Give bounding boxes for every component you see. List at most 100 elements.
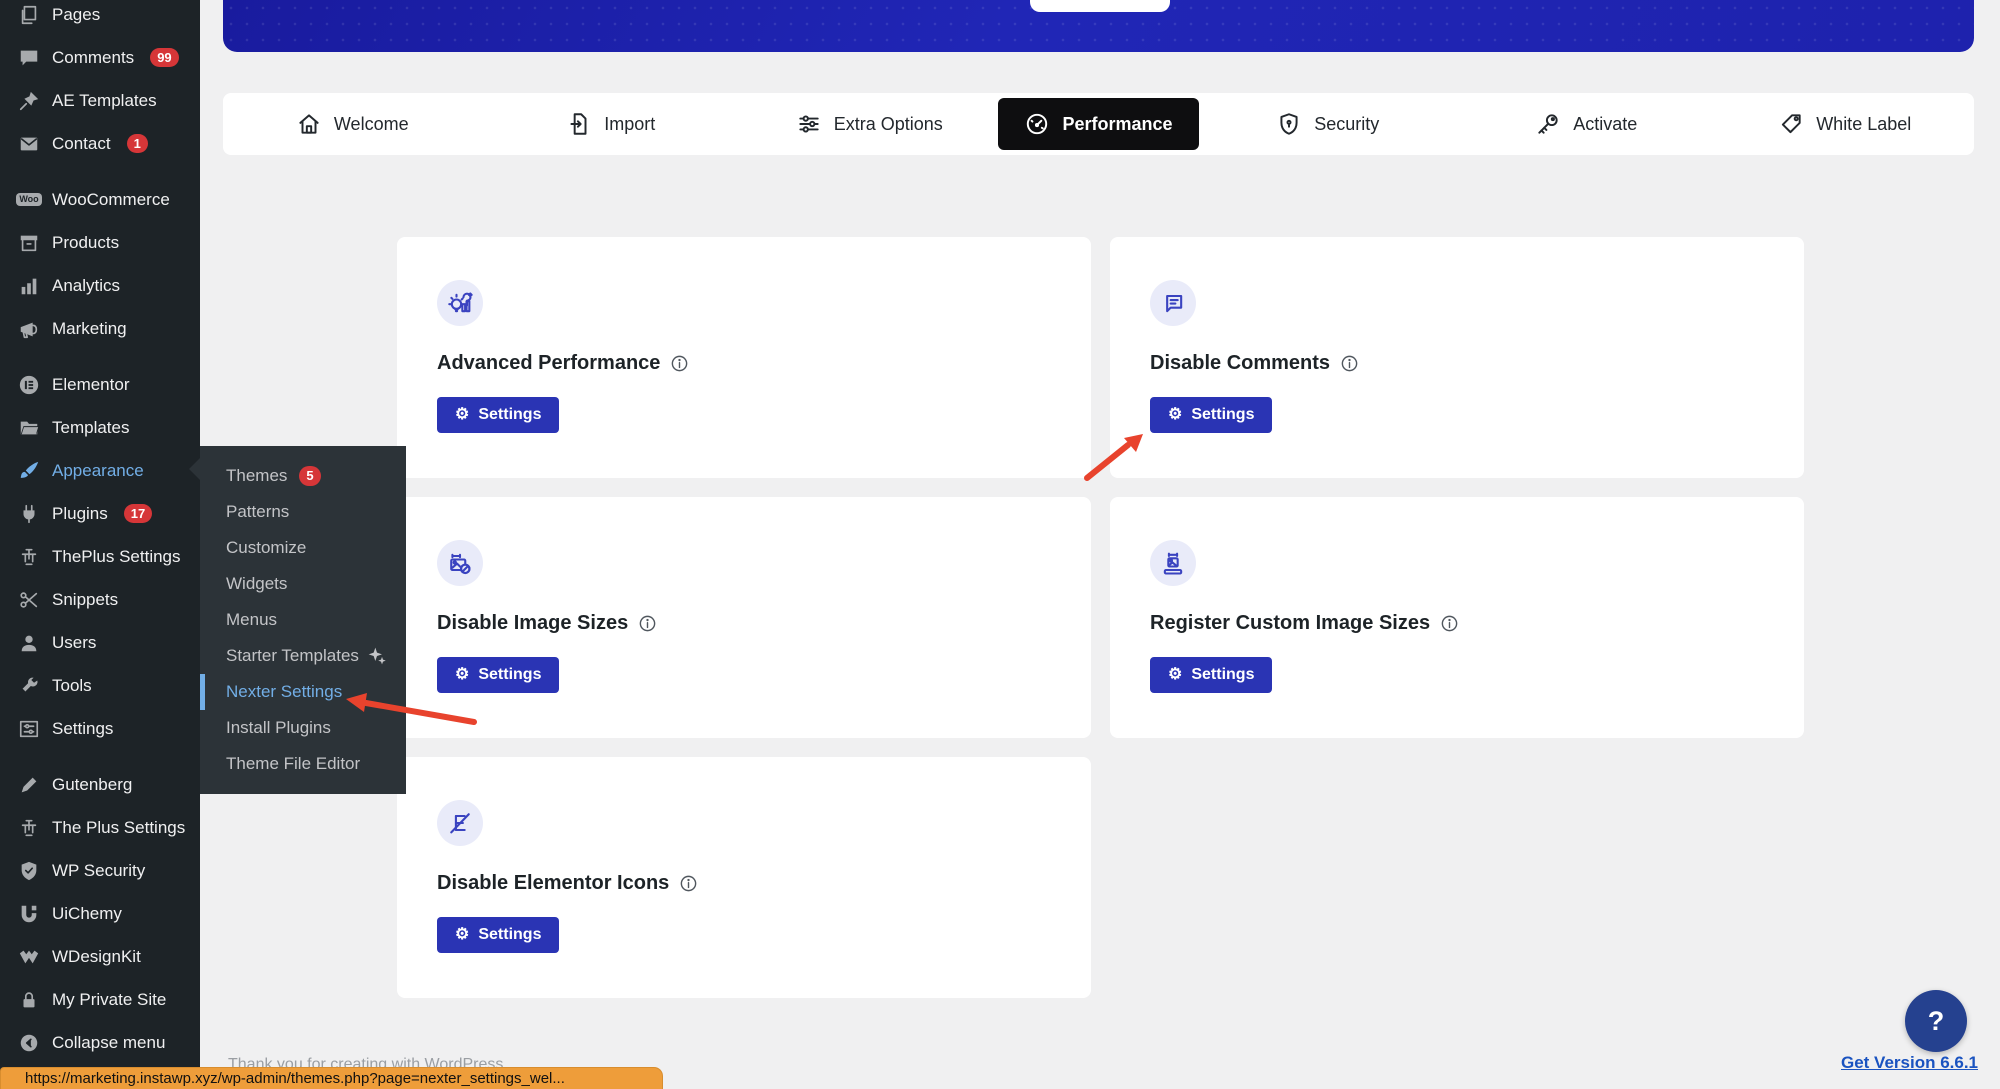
tab-label: Extra Options (833, 113, 943, 134)
settings-button[interactable]: ⚙ Settings (437, 657, 560, 693)
sidebar-item-my-private-site[interactable]: My Private Site (0, 978, 200, 1021)
sidebar-item-users[interactable]: Users (0, 621, 200, 664)
submenu-item-nexter-settings[interactable]: Nexter Settings (200, 674, 406, 710)
disable-elementor-icon (437, 800, 483, 846)
info-icon[interactable] (670, 354, 689, 373)
sidebar-item-appearance[interactable]: Appearance (0, 449, 200, 492)
tab-extra-options[interactable]: Extra Options (740, 111, 998, 137)
info-icon[interactable] (1440, 614, 1459, 633)
tab-white-label[interactable]: White Label (1715, 111, 1973, 137)
wrench-icon (18, 675, 40, 697)
sidebar-item-pages[interactable]: Pages (0, 0, 200, 36)
sidebar-item-ae-templates[interactable]: AE Templates (0, 79, 200, 122)
sidebar-item-label: Users (52, 632, 97, 652)
sparkles-icon (368, 647, 386, 665)
wdesignkit-icon (18, 946, 40, 968)
pages-icon (18, 4, 40, 26)
theplus-icon (18, 546, 40, 568)
sidebar-item-label: Appearance (52, 460, 144, 480)
tab-activate[interactable]: Activate (1457, 111, 1715, 137)
settings-button[interactable]: ⚙ Settings (1150, 657, 1273, 693)
card-disable-image-sizes: Disable Image Sizes ⚙ Settings (397, 497, 1091, 738)
gear-icon: ⚙ (455, 666, 470, 683)
sidebar-item-comments[interactable]: Comments 99 (0, 36, 200, 79)
theplus-alt-icon (18, 817, 40, 839)
submenu-item-label: Install Plugins (226, 718, 331, 737)
sidebar-item-contact[interactable]: Contact 1 (0, 122, 200, 165)
import-file-icon (566, 111, 592, 137)
sidebar-item-theplus-settings[interactable]: ThePlus Settings (0, 535, 200, 578)
sidebar-item-uichemy[interactable]: UiChemy (0, 892, 200, 935)
gear-icon: ⚙ (455, 406, 470, 423)
submenu-item-label: Nexter Settings (226, 682, 343, 701)
card-title: Advanced Performance (437, 352, 661, 374)
sidebar-item-marketing[interactable]: Marketing (0, 307, 200, 350)
sidebar-item-wdesignkit[interactable]: WDesignKit (0, 935, 200, 978)
admin-sidebar: Pages Comments 99 AE Templates Contact 1… (0, 0, 200, 1089)
megaphone-icon (18, 318, 40, 340)
sidebar-item-analytics[interactable]: Analytics (0, 264, 200, 307)
submenu-item-patterns[interactable]: Patterns (200, 494, 406, 530)
sidebar-item-label: Collapse menu (52, 1032, 166, 1052)
sidebar-item-collapse-menu[interactable]: Collapse menu (0, 1021, 200, 1064)
get-version-link[interactable]: Get Version 6.6.1 (1841, 1053, 1979, 1072)
sidebar-item-plugins[interactable]: Plugins 17 (0, 492, 200, 535)
card-disable-elementor-icons: Disable Elementor Icons ⚙ Settings (397, 757, 1091, 998)
sidebar-item-label: Elementor (52, 374, 130, 394)
submenu-item-label: Menus (226, 610, 278, 629)
submenu-item-widgets[interactable]: Widgets (200, 566, 406, 602)
header-banner (223, 0, 1974, 52)
info-icon[interactable] (1340, 354, 1359, 373)
tab-label: Performance (1062, 113, 1173, 134)
sidebar-item-snippets[interactable]: Snippets (0, 578, 200, 621)
sliders-icon (796, 111, 822, 137)
sidebar-item-woocommerce[interactable]: Woo WooCommerce (0, 178, 200, 221)
submenu-item-label: Themes (226, 466, 288, 485)
settings-button[interactable]: ⚙ Settings (1150, 397, 1273, 433)
plugin-icon (18, 503, 40, 525)
sidebar-item-products[interactable]: Products (0, 221, 200, 264)
submenu-item-theme-file-editor[interactable]: Theme File Editor (200, 746, 406, 782)
submenu-item-starter-templates[interactable]: Starter Templates (200, 638, 406, 674)
sidebar-item-wp-security[interactable]: WP Security (0, 849, 200, 892)
sidebar-item-gutenberg[interactable]: Gutenberg (0, 763, 200, 806)
settings-card-grid: Advanced Performance ⚙ Settings Disable … (397, 237, 1804, 998)
sidebar-item-templates[interactable]: Templates (0, 406, 200, 449)
help-question-button[interactable]: ? (1905, 990, 1967, 1052)
sidebar-item-the-plus-settings[interactable]: The Plus Settings (0, 806, 200, 849)
card-disable-comments: Disable Comments ⚙ Settings (1110, 237, 1804, 478)
info-icon[interactable] (679, 874, 698, 893)
card-register-custom-image-sizes: Register Custom Image Sizes ⚙ Settings (1110, 497, 1804, 738)
sidebar-item-label: WP Security (52, 860, 146, 880)
sidebar-item-settings[interactable]: Settings (0, 707, 200, 750)
sidebar-item-label: Snippets (52, 589, 119, 609)
sidebar-item-label: WDesignKit (52, 946, 141, 966)
sidebar-item-label: ThePlus Settings (52, 546, 181, 566)
sidebar-item-label: The Plus Settings (52, 817, 186, 837)
submenu-item-themes[interactable]: Themes 5 (200, 458, 406, 494)
sidebar-item-tools[interactable]: Tools (0, 664, 200, 707)
info-icon[interactable] (638, 614, 657, 633)
sidebar-item-elementor[interactable]: Elementor (0, 363, 200, 406)
submenu-item-label: Customize (226, 538, 307, 557)
settings-button[interactable]: ⚙ Settings (437, 397, 560, 433)
advanced-performance-icon (437, 280, 483, 326)
shield-keyhole-icon (1276, 111, 1302, 137)
submenu-item-label: Widgets (226, 574, 288, 593)
collapse-arrow-icon (18, 1032, 40, 1054)
tab-label: Activate (1573, 113, 1638, 134)
tab-import[interactable]: Import (481, 111, 739, 137)
submenu-item-menus[interactable]: Menus (200, 602, 406, 638)
sidebar-item-label: Plugins (52, 503, 108, 523)
submenu-item-install-plugins[interactable]: Install Plugins (200, 710, 406, 746)
card-advanced-performance: Advanced Performance ⚙ Settings (397, 237, 1091, 478)
tab-performance[interactable]: Performance (998, 98, 1199, 150)
tab-security[interactable]: Security (1199, 111, 1457, 137)
pencil-icon (18, 774, 40, 796)
tag-icon (1778, 111, 1804, 137)
plugins-count-badge: 17 (123, 503, 153, 524)
settings-button[interactable]: ⚙ Settings (437, 917, 560, 953)
tab-welcome[interactable]: Welcome (223, 111, 481, 137)
submenu-item-customize[interactable]: Customize (200, 530, 406, 566)
submenu-item-label: Starter Templates (226, 646, 359, 665)
